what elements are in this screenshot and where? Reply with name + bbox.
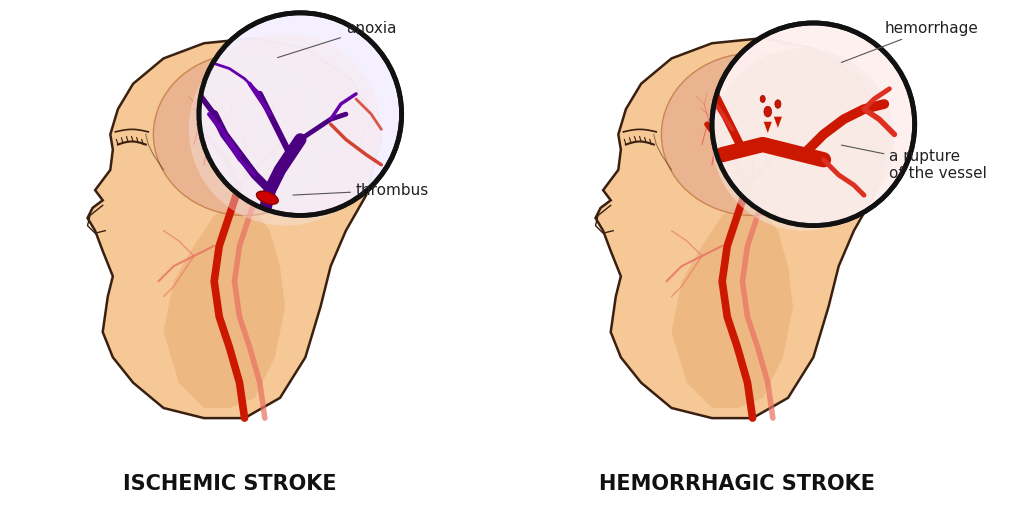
Ellipse shape <box>761 95 766 102</box>
Circle shape <box>712 48 895 231</box>
Polygon shape <box>87 38 376 418</box>
Ellipse shape <box>775 100 781 108</box>
Circle shape <box>199 13 402 216</box>
Ellipse shape <box>154 53 336 216</box>
Ellipse shape <box>256 191 278 204</box>
Text: anoxia: anoxia <box>278 20 397 57</box>
Polygon shape <box>164 205 285 408</box>
Ellipse shape <box>764 106 772 117</box>
Ellipse shape <box>661 53 844 216</box>
Text: hemorrhage: hemorrhage <box>842 20 978 62</box>
Text: HEMORRHAGIC STROKE: HEMORRHAGIC STROKE <box>600 474 875 494</box>
Circle shape <box>712 23 914 226</box>
Circle shape <box>189 33 381 226</box>
Text: ISCHEMIC STROKE: ISCHEMIC STROKE <box>123 474 336 494</box>
Polygon shape <box>596 38 885 418</box>
Polygon shape <box>774 117 782 128</box>
Polygon shape <box>671 205 793 408</box>
Polygon shape <box>361 122 381 155</box>
Polygon shape <box>869 122 890 155</box>
Text: a rupture
of the vessel: a rupture of the vessel <box>842 145 987 181</box>
Text: thrombus: thrombus <box>293 183 429 198</box>
Polygon shape <box>764 122 772 133</box>
